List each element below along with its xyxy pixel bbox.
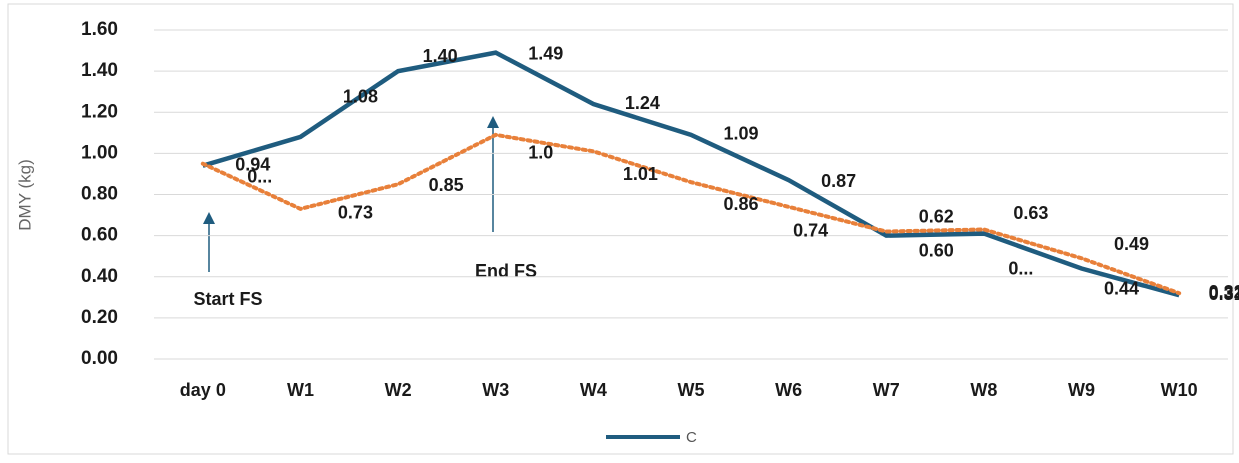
y-tick-label: 0.20 xyxy=(81,307,118,328)
data-label: 1.09 xyxy=(723,124,758,144)
x-tick-label: W8 xyxy=(970,380,997,400)
y-tick-label: 0.80 xyxy=(81,184,118,205)
chart-border xyxy=(7,3,1234,455)
x-tick-label: W10 xyxy=(1161,380,1198,400)
data-label: 0.49 xyxy=(1114,234,1149,254)
data-label: 0.62 xyxy=(919,206,954,226)
data-label: 0.94 xyxy=(235,154,270,174)
data-label: 0... xyxy=(1008,258,1033,278)
data-label: 0.32 xyxy=(1209,282,1239,302)
data-label: 0... xyxy=(247,166,272,186)
legend-label: C xyxy=(686,429,697,446)
data-label: 1.08 xyxy=(343,87,378,107)
x-tick-label: day 0 xyxy=(180,380,226,400)
data-label: 0.85 xyxy=(429,175,464,195)
data-label: 0.87 xyxy=(821,171,856,191)
y-axis-label: DMY (kg) xyxy=(15,159,34,230)
data-label: 0.73 xyxy=(338,203,373,223)
y-tick-label: 1.20 xyxy=(81,101,118,122)
y-tick-label: 1.40 xyxy=(81,60,118,81)
legend: C xyxy=(606,429,697,446)
data-label: 0.74 xyxy=(793,221,828,241)
annotation: Start FS xyxy=(193,289,262,309)
series-line xyxy=(200,132,1182,296)
data-label: 1.0 xyxy=(528,143,553,163)
arrow-head xyxy=(487,116,499,128)
annotation: End FS xyxy=(475,261,537,281)
x-tick-label: W3 xyxy=(482,380,509,400)
data-label: 1.24 xyxy=(625,93,660,113)
data-label: 1.01 xyxy=(623,164,658,184)
y-tick-label: 0.40 xyxy=(81,266,118,287)
arrow-head xyxy=(203,212,215,224)
y-tick-label: 0.00 xyxy=(81,348,118,369)
data-label: 0.44 xyxy=(1104,278,1139,298)
x-tick-label: W5 xyxy=(678,380,705,400)
series-line xyxy=(202,50,1180,298)
data-label: 0.86 xyxy=(723,194,758,214)
x-tick-label: W6 xyxy=(775,380,802,400)
x-tick-label: W1 xyxy=(287,380,314,400)
x-tick-label: W2 xyxy=(385,380,412,400)
x-tick-label: W9 xyxy=(1068,380,1095,400)
x-tick-label: W4 xyxy=(580,380,607,400)
y-tick-label: 1.60 xyxy=(81,19,118,40)
x-tick-label: W7 xyxy=(873,380,900,400)
data-label: 1.40 xyxy=(423,46,458,66)
data-label: 1.49 xyxy=(528,43,563,63)
data-label: 0.63 xyxy=(1013,203,1048,223)
y-tick-label: 0.60 xyxy=(81,225,118,246)
y-tick-label: 1.00 xyxy=(81,142,118,163)
data-label: 0.60 xyxy=(919,240,954,260)
data-label: 0.31 xyxy=(1209,284,1239,304)
